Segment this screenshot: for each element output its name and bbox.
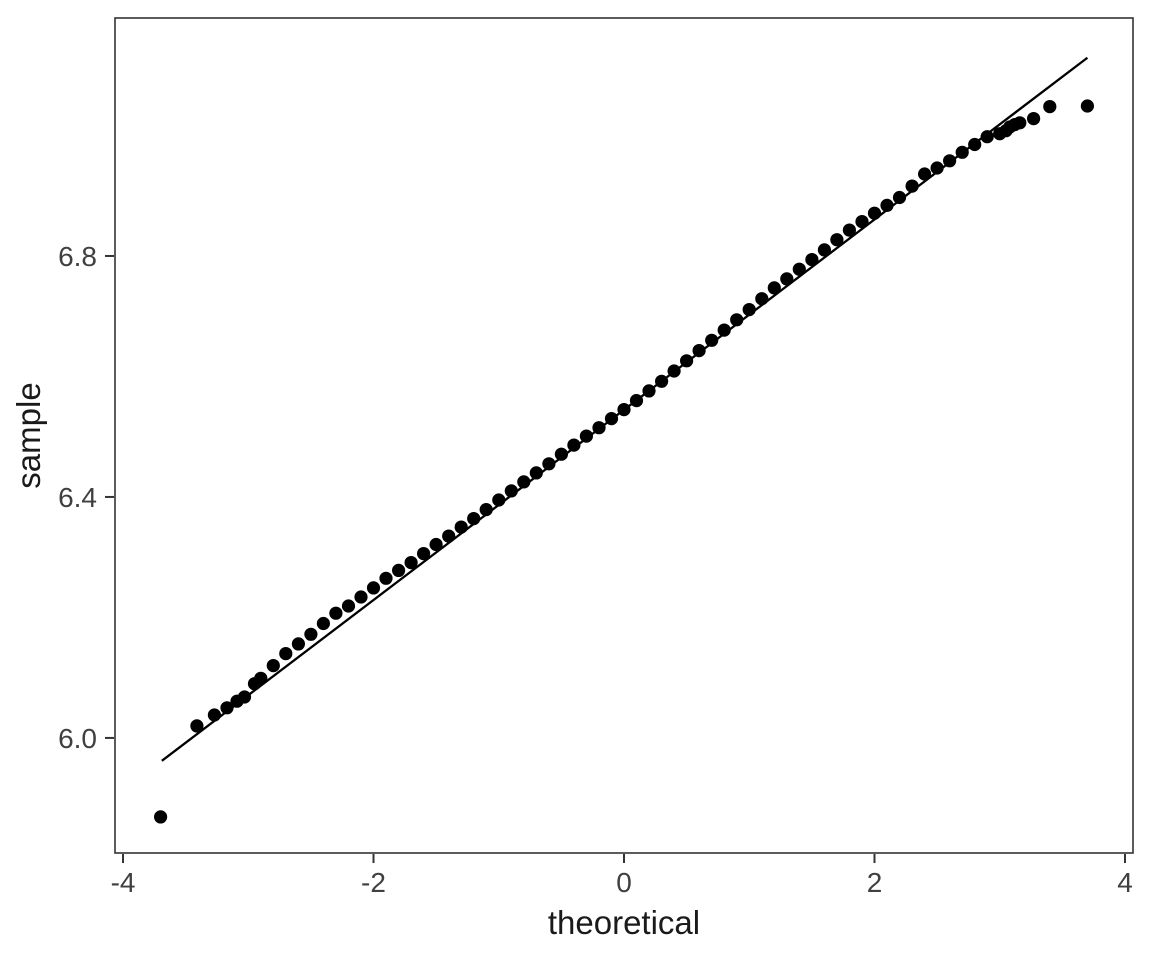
qq-point <box>667 364 681 378</box>
qq-point <box>855 215 869 229</box>
qq-point <box>943 154 957 168</box>
qq-point <box>579 429 594 443</box>
qq-point <box>316 616 330 631</box>
qq-point <box>692 344 706 358</box>
qq-point <box>905 179 919 193</box>
qq-point <box>1043 100 1057 114</box>
qq-point <box>567 438 581 452</box>
qq-point <box>492 493 506 507</box>
qq-point <box>529 466 543 480</box>
y-axis-title: sample <box>10 382 47 488</box>
qq-point <box>429 537 443 552</box>
qq-point <box>190 719 204 733</box>
qq-point <box>655 374 669 388</box>
qq-point <box>604 412 619 426</box>
qq-point <box>980 130 994 144</box>
y-tick-label: 6.4 <box>58 482 97 513</box>
x-tick-label: -4 <box>111 867 136 898</box>
qq-point <box>304 627 318 641</box>
qq-point <box>592 421 606 435</box>
qq-point <box>767 281 781 295</box>
qq-point <box>404 556 418 570</box>
qq-point <box>805 253 819 267</box>
qq-point <box>705 333 719 347</box>
x-tick-label: -2 <box>361 867 386 898</box>
qq-point <box>442 529 456 543</box>
qq-point <box>755 292 769 306</box>
qq-point <box>542 457 556 471</box>
qq-point <box>792 262 806 276</box>
qq-point <box>417 547 431 561</box>
qq-point <box>467 511 481 526</box>
qq-point <box>742 303 756 317</box>
qq-point <box>379 571 393 585</box>
qq-point <box>479 503 493 517</box>
qq-point <box>730 313 744 327</box>
qq-point <box>341 599 356 613</box>
qq-point <box>329 606 343 620</box>
panel-layer <box>114 17 1134 854</box>
qq-point <box>1027 112 1041 126</box>
panel-border <box>114 17 1134 854</box>
qq-point <box>817 243 832 257</box>
qq-point <box>918 167 932 181</box>
qq-point <box>867 206 882 220</box>
qq-point <box>892 190 907 205</box>
qq-point <box>1080 99 1094 113</box>
qq-point <box>842 223 857 237</box>
qq-point <box>554 447 569 461</box>
qq-point <box>291 637 305 651</box>
x-tick-label: 4 <box>1117 867 1133 898</box>
qq-point <box>968 137 982 152</box>
qq-point <box>392 563 406 578</box>
x-tick-label: 0 <box>616 867 632 898</box>
qq-point <box>366 581 381 595</box>
qq-point <box>717 323 731 337</box>
qq-point <box>642 384 656 398</box>
qq-point <box>617 403 631 417</box>
qq-point <box>880 198 894 212</box>
qq-point <box>629 394 644 408</box>
qq-point <box>955 145 969 159</box>
y-tick-label: 6.8 <box>58 241 97 272</box>
qq-point <box>254 671 268 685</box>
x-tick-label: 2 <box>867 867 883 898</box>
qq-point <box>154 810 168 824</box>
points-layer <box>154 99 1094 824</box>
qq-point <box>207 708 221 722</box>
y-tick-label: 6.0 <box>58 723 97 754</box>
qq-point <box>266 659 280 673</box>
qq-point <box>930 161 944 175</box>
qq-point <box>220 701 234 715</box>
qq-point <box>517 475 531 489</box>
qq-point <box>830 233 844 247</box>
ticks-layer <box>105 254 1126 863</box>
qq-point <box>279 647 293 661</box>
qq-point <box>680 354 694 368</box>
qq-point <box>780 272 794 286</box>
qq-point <box>454 520 468 534</box>
tick-labels-layer: -4 -2 0 2 4 6.0 6.4 6.8 <box>58 241 1133 898</box>
qq-point <box>504 484 518 498</box>
qq-point <box>354 590 368 604</box>
qq-point <box>1013 116 1027 130</box>
x-axis-title: theoretical <box>548 904 700 941</box>
qq-point <box>237 690 252 704</box>
